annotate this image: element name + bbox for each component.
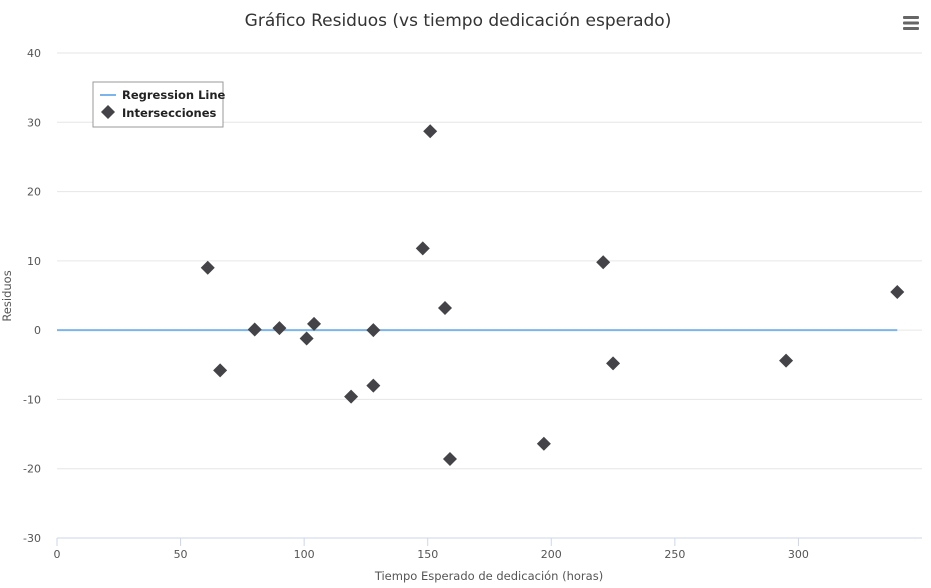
legend-label-intersecciones: Intersecciones — [122, 106, 217, 120]
y-tick-label: 30 — [27, 116, 41, 129]
data-point-diamond[interactable] — [200, 260, 215, 275]
data-point-diamond[interactable] — [307, 316, 322, 331]
x-tick-label: 0 — [54, 548, 61, 561]
data-point-diamond[interactable] — [536, 436, 551, 451]
data-point-diamond[interactable] — [442, 452, 457, 467]
data-point-diamond[interactable] — [272, 321, 287, 336]
x-tick-label: 50 — [174, 548, 188, 561]
data-point-diamond[interactable] — [423, 124, 438, 139]
x-tick-label: 300 — [788, 548, 809, 561]
x-tick-label: 100 — [294, 548, 315, 561]
y-axis-title: Residuos — [0, 270, 14, 321]
chart-menu-button[interactable] — [899, 12, 923, 34]
y-tick-label: -10 — [23, 393, 41, 406]
y-tick-label: 0 — [34, 324, 41, 337]
data-point-diamond[interactable] — [366, 378, 381, 393]
legend[interactable]: Regression Line Intersecciones — [92, 81, 226, 128]
x-tick-label: 200 — [541, 548, 562, 561]
data-point-diamond[interactable] — [890, 285, 905, 300]
y-tick-label: 20 — [27, 186, 41, 199]
data-point-diamond[interactable] — [606, 356, 621, 371]
hamburger-menu-icon[interactable] — [903, 16, 919, 30]
y-tick-label: 10 — [27, 255, 41, 268]
y-tick-label: -20 — [23, 463, 41, 476]
legend-box — [92, 81, 224, 128]
data-point-diamond[interactable] — [415, 241, 430, 256]
x-axis-title: Tiempo Esperado de dedicación (horas) — [374, 569, 603, 583]
data-point-diamond[interactable] — [213, 363, 228, 378]
x-axis: 0 50 100 150 200 250 300 — [54, 537, 922, 561]
data-point-diamond[interactable] — [247, 322, 262, 337]
y-axis-ticks: -30 -20 -10 0 10 20 30 40 — [23, 47, 41, 545]
x-tick-label: 250 — [664, 548, 685, 561]
plot-series — [57, 124, 905, 467]
chart-title: Gráfico Residuos (vs tiempo dedicación e… — [245, 11, 672, 31]
data-point-diamond[interactable] — [779, 353, 794, 368]
data-point-diamond[interactable] — [438, 300, 453, 315]
data-point-diamond[interactable] — [366, 323, 381, 338]
data-point-diamond[interactable] — [596, 255, 611, 270]
legend-diamond-symbol — [101, 105, 115, 119]
legend-item-intersecciones[interactable]: Intersecciones — [101, 105, 217, 120]
y-tick-label: -30 — [23, 532, 41, 545]
legend-label-regression: Regression Line — [122, 88, 226, 102]
data-point-diamond[interactable] — [299, 331, 314, 346]
y-tick-label: 40 — [27, 47, 41, 60]
data-point-diamond[interactable] — [344, 389, 359, 404]
legend-item-regression-line[interactable]: Regression Line — [100, 88, 226, 102]
x-tick-label: 150 — [417, 548, 438, 561]
